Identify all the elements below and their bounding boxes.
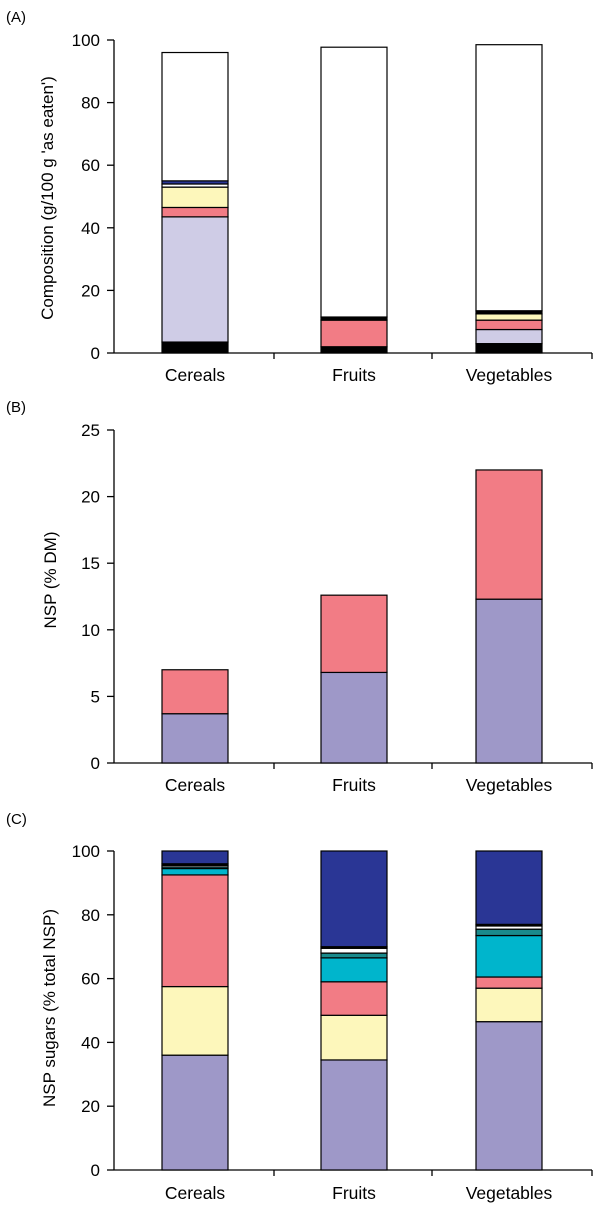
panel-c-bar-segment-fruits — [320, 1059, 388, 1171]
panel-b-category-labels: Cereals Fruits Vegetables — [165, 775, 553, 795]
panel-a-label: (A) — [6, 9, 26, 26]
panel-a-bar-segment-vegetables — [475, 313, 543, 321]
panel-c-y-tick-label: 60 — [81, 970, 100, 989]
panel-c-category-label: Cereals — [165, 1183, 226, 1203]
panel-a-y-tick-label: 80 — [81, 94, 100, 113]
panel-b-y-tick-label: 25 — [81, 421, 100, 440]
panel-c-y-tick-label: 0 — [91, 1161, 100, 1180]
panel-c-bar-segment-fruits — [320, 1014, 388, 1061]
panel-b-bars — [161, 469, 543, 764]
panel-b-bar-segment-vegetables — [475, 469, 543, 600]
panel-c-bar-segment-vegetables — [475, 934, 543, 978]
panel-c: (C) NSP sugars (% total NSP) 0 20 40 60 80 10… — [6, 811, 593, 1203]
panel-b-category-label: Cereals — [165, 775, 226, 795]
panel-c-bar-segment-fruits — [320, 850, 388, 948]
panel-c-category-label: Vegetables — [466, 1183, 553, 1203]
panel-b: (B) NSP (% DM) 0 5 10 15 20 25 Cereals Fruits V… — [6, 399, 593, 795]
panel-c-bar-segment-cereals — [161, 867, 229, 876]
panel-a-category-label: Fruits — [332, 365, 376, 385]
panel-b-bar-segment-cereals — [161, 713, 229, 764]
panel-c-bar-segment-cereals — [161, 874, 229, 988]
panel-c-category-label: Fruits — [332, 1183, 376, 1203]
panel-c-bar-segment-vegetables — [475, 1021, 543, 1171]
panel-a-y-tick-label: 100 — [72, 31, 100, 50]
panel-c-bar-segment-vegetables — [475, 976, 543, 989]
panel-c-bar-segment-fruits — [320, 952, 388, 959]
panel-a-bar-segment-cereals — [161, 341, 229, 354]
panel-a-category-label: Cereals — [165, 365, 226, 385]
panel-b-label: (B) — [6, 399, 26, 416]
panel-a-bar-segment-cereals — [161, 206, 229, 218]
panel-a: (A) Composition (g/100 g 'as eaten') 0 20… — [6, 9, 593, 385]
panel-c-bar-segment-cereals — [161, 1054, 229, 1171]
panel-c-y-tick-label: 40 — [81, 1033, 100, 1052]
panel-c-bar-segment-cereals — [161, 985, 229, 1056]
panel-b-y-tick-label: 5 — [91, 687, 100, 706]
panel-c-bar-segment-fruits — [320, 947, 388, 954]
panel-a-y-tick-label: 0 — [91, 344, 100, 363]
panel-b-y-tick-label: 20 — [81, 488, 100, 507]
panel-a-bar-segment-vegetables — [475, 319, 543, 331]
panel-c-y-ticks: 0 20 40 60 80 100 — [72, 842, 593, 1180]
panel-c-bar-segment-fruits — [320, 957, 388, 983]
panel-c-y-axis-label: NSP sugars (% total NSP) — [40, 909, 59, 1107]
panel-b-y-tick-label: 10 — [81, 621, 100, 640]
panel-c-bar-segment-vegetables — [475, 928, 543, 937]
panel-a-y-tick-label: 60 — [81, 156, 100, 175]
panel-b-bar-segment-vegetables — [475, 598, 543, 764]
panel-c-bar-segment-vegetables — [475, 987, 543, 1023]
panel-c-category-labels: Cereals Fruits Vegetables — [165, 1183, 553, 1203]
panel-b-y-tick-label: 15 — [81, 554, 100, 573]
panel-a-bar-segment-vegetables — [475, 328, 543, 345]
panel-b-bar-segment-cereals — [161, 669, 229, 715]
panel-c-y-tick-label: 80 — [81, 906, 100, 925]
panel-b-y-ticks: 0 5 10 15 20 25 — [81, 421, 593, 773]
panel-c-bar-segment-vegetables — [475, 850, 543, 925]
panel-c-bar-segment-cereals — [161, 850, 229, 865]
panel-a-y-tick-label: 20 — [81, 281, 100, 300]
panel-a-bar-segment-fruits — [320, 346, 388, 354]
panel-c-y-tick-label: 100 — [72, 842, 100, 861]
panel-a-y-axis-label: Composition (g/100 g 'as eaten') — [38, 76, 57, 320]
panel-a-y-tick-label: 40 — [81, 219, 100, 238]
panel-a-category-labels: Cereals Fruits Vegetables — [165, 365, 553, 385]
panel-b-category-label: Vegetables — [466, 775, 553, 795]
panel-c-y-tick-label: 20 — [81, 1097, 100, 1116]
panel-a-bars — [161, 44, 543, 354]
panel-a-bar-segment-fruits — [320, 319, 388, 348]
panel-b-category-label: Fruits — [332, 775, 376, 795]
panel-a-bar-segment-cereals — [161, 216, 229, 343]
panel-a-y-ticks: 0 20 40 60 80 100 — [72, 31, 593, 363]
panel-b-y-tick-label: 0 — [91, 754, 100, 773]
panel-a-bar-segment-vegetables — [475, 44, 543, 312]
panel-c-bars — [161, 850, 543, 1171]
panel-c-label: (C) — [6, 811, 27, 828]
panel-b-bar-segment-fruits — [320, 671, 388, 764]
panel-c-bar-segment-fruits — [320, 981, 388, 1016]
panel-a-category-label: Vegetables — [466, 365, 553, 385]
panel-a-bar-segment-cereals — [161, 51, 229, 182]
panel-b-y-axis-label: NSP (% DM) — [41, 532, 60, 629]
panel-a-bar-segment-cereals — [161, 186, 229, 209]
panel-b-bar-segment-fruits — [320, 594, 388, 674]
panel-a-bar-segment-fruits — [320, 46, 388, 318]
panel-a-bar-segment-vegetables — [475, 343, 543, 354]
